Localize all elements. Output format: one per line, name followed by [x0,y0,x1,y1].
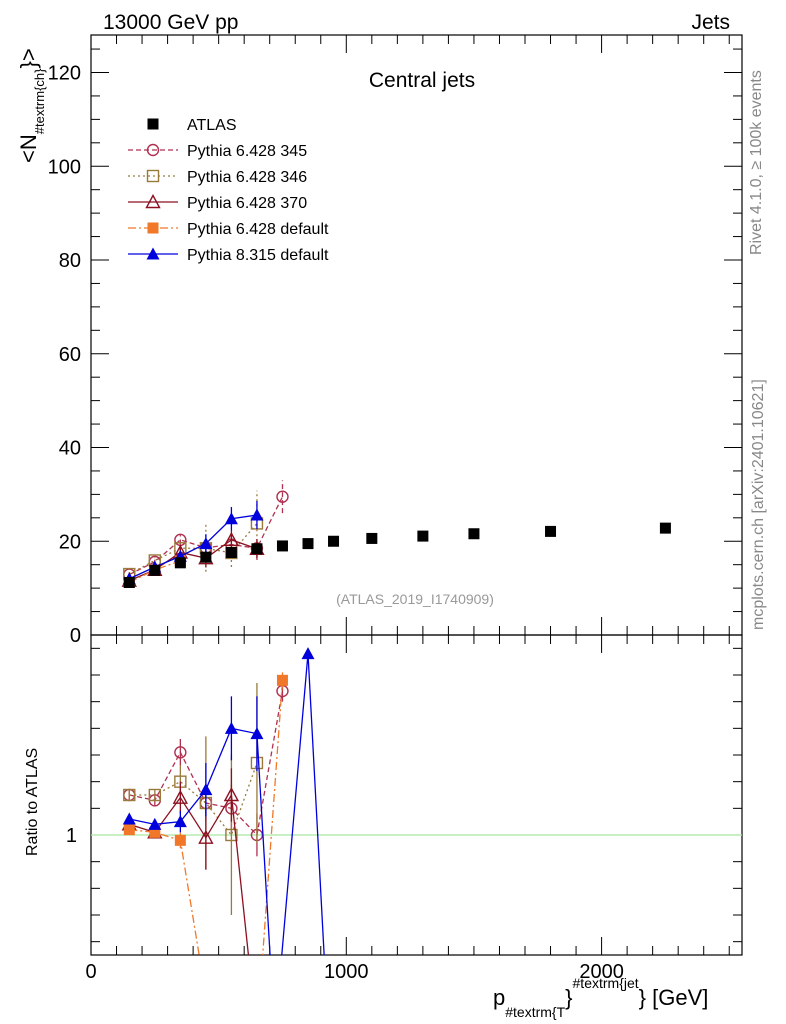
y-tick-labels: 0 20 40 60 80 100 120 1 [48,63,81,848]
y-axis-label-post: }> [16,48,41,68]
ratio-y-axis-label: Ratio to ATLAS [24,748,41,856]
legend-label: Pythia 6.428 370 [187,195,307,212]
ratio-point [122,812,136,825]
ratio-point [276,674,288,686]
ratio-point [250,727,264,740]
y-tick-label: 120 [48,63,81,85]
y-tick-label: 40 [59,438,81,460]
x-axis-label-brace1: } [565,985,572,1010]
data-point [123,577,135,588]
series-line [129,514,258,580]
ratio-point [174,834,186,846]
ratio-point [148,788,162,802]
data-point [225,547,237,558]
ratio-point [225,828,238,842]
ratio-point [123,788,136,802]
legend-marker [147,222,159,234]
y-tick-label: 80 [59,250,81,272]
analysis-label: (ATLAS_2019_I1740909) [336,591,494,607]
y-tick-label: 0 [70,625,81,647]
ratio-point [123,824,135,836]
ratio-point [223,787,240,802]
chart-title: Central jets [369,69,475,92]
legend: ATLAS Pythia 6.428 345 Pythia 6.428 346 Pyt… [128,117,329,264]
legend-label: ATLAS [187,117,237,134]
ratio-line [129,762,258,837]
x-tick-label: 0 [85,961,96,983]
x-tick-label: 1000 [324,961,369,983]
ratio-panel-frame [90,634,743,956]
header-right: Jets [691,11,730,34]
data-point [468,528,480,540]
rivet-label: Rivet 4.1.0, ≥ 100k events [748,70,765,255]
ratio-series-layer [121,647,325,955]
data-point [659,522,671,534]
x-axis-label-sup: #textrm{jet [573,975,639,991]
ratio-line [129,653,325,955]
ratio-point [173,815,187,828]
ratio-point [174,746,187,759]
data-point [224,512,238,525]
data-point [250,508,264,521]
data-point [545,525,557,537]
legend-marker [147,118,159,130]
ratio-point [172,789,189,804]
ratio-y-tick-label: 1 [66,825,77,847]
data-point [199,537,213,550]
main-series-layer [121,480,671,588]
x-axis-label-unit: [GeV] [646,985,708,1010]
legend-label: Pythia 8.315 default [187,247,329,264]
header-left: 13000 GeV pp [103,11,238,34]
data-point [276,490,289,503]
legend-marker [146,247,160,260]
y-tick-label: 100 [48,156,81,178]
mcplots-label: mcplots.cern.ch [arXiv:2401.10621] [750,379,767,630]
data-point [366,532,378,544]
ratio-point [148,817,162,830]
data-point [223,531,240,547]
data-point [276,540,288,552]
ratio-point [301,647,315,660]
y-axis-label-sub: #textrm{ch} [32,68,47,134]
data-point [174,557,186,569]
data-point [328,535,340,547]
axis-ticks [90,35,742,955]
x-axis-label-brace2: } [639,985,646,1010]
x-tick-labels: 0 1000 2000 [85,961,623,983]
data-point [251,543,263,555]
ratio-point [199,783,213,796]
y-axis-label: <N#textrm{ch}}> [16,48,47,163]
legend-label: Pythia 6.428 346 [187,169,307,186]
legend-marker [146,169,160,183]
ratio-line [129,792,250,955]
x-axis-label-sub: #textrm{T [505,1004,565,1020]
x-tick-label: 2000 [579,961,624,983]
ratio-point [198,829,214,844]
y-tick-label: 20 [59,531,81,553]
y-tick-label: 60 [59,344,81,366]
data-point [200,551,212,563]
legend-label: Pythia 6.428 default [187,221,329,238]
ratio-point [149,826,161,838]
data-point [149,564,161,576]
legend-marker [145,194,161,209]
series-line [128,523,258,575]
legend-marker [146,143,160,157]
legend-label: Pythia 6.428 345 [187,143,307,160]
y-axis-label-pre: <N [16,134,41,163]
ratio-point [224,721,238,734]
data-point [302,538,314,550]
x-axis-label: p#textrm{T}#textrm{jet} [GeV] [493,975,708,1020]
data-point [417,530,429,542]
x-axis-label-p: p [493,985,505,1010]
